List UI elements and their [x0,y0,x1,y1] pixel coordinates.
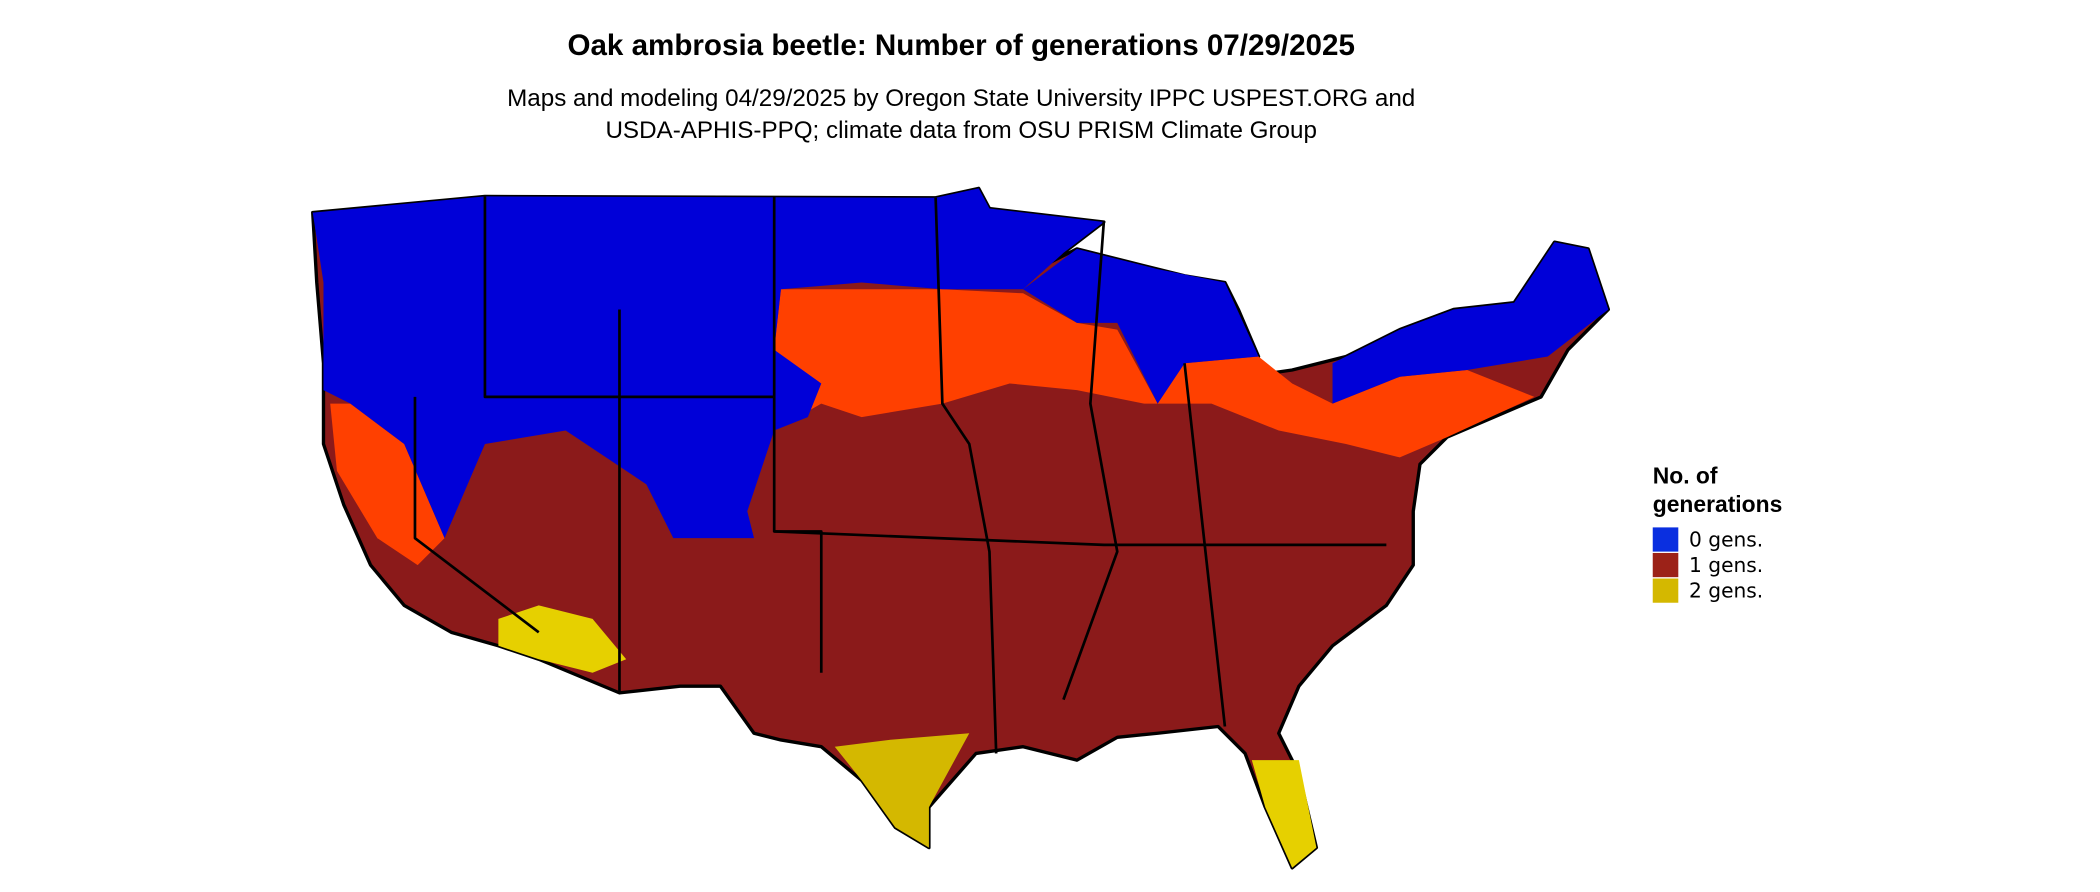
region-0gen [312,188,1104,539]
border [1062,221,1119,701]
border [1183,363,1227,727]
region-0gen [1332,242,1609,404]
legend-title: generations [1653,491,1783,517]
border [483,196,775,399]
border [413,396,540,634]
region-0gen [1023,248,1259,404]
border [774,530,1387,547]
region-orange [774,289,1535,458]
region-2gen [834,733,970,848]
legend-label: 1 gens. [1689,553,1763,577]
subtitle: Maps and modeling 04/29/2025 by Oregon S… [507,85,1415,112]
state-borders [413,196,1387,754]
region-2gen [1251,760,1317,868]
region-2gen [498,605,627,673]
legend-label: 2 gens. [1689,578,1763,602]
legend-swatch [1652,578,1679,603]
legend-swatch [1652,552,1679,578]
border [934,197,998,754]
legend: 0 gens.1 gens.2 gens. [1652,527,1763,603]
legend-title: No. of [1653,463,1718,489]
us-map [311,186,1611,870]
legend-label: 0 gens. [1689,527,1763,551]
subtitle: USDA-APHIS-PPQ; climate data from OSU PR… [605,117,1316,144]
title: Oak ambrosia beetle: Number of generatio… [567,29,1354,62]
legend-swatch [1652,527,1679,552]
